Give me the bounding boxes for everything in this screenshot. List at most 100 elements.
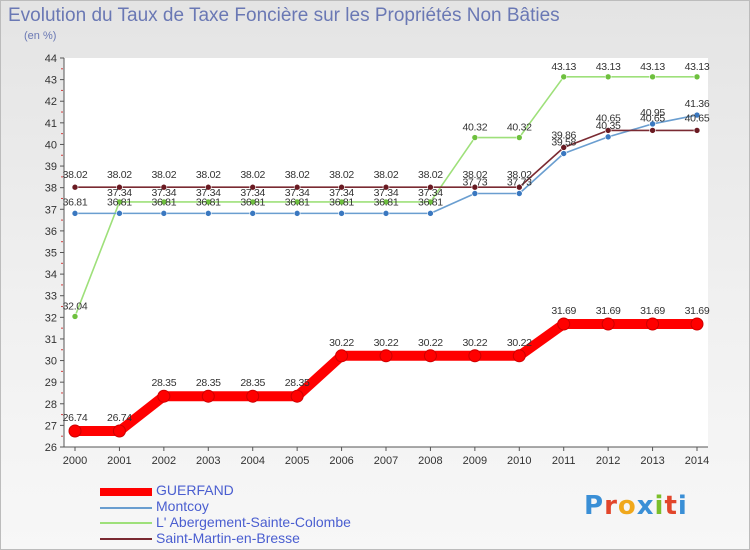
- x-tick-label: 2012: [596, 455, 620, 467]
- series-point-1: [649, 120, 656, 128]
- data-label-2: 40.32: [462, 122, 487, 134]
- data-label-2: 37.34: [329, 187, 354, 199]
- series-point-2: [560, 73, 568, 81]
- series-point-3: [116, 183, 123, 191]
- x-tick-label: 2010: [507, 455, 531, 467]
- data-label-1: 36.81: [418, 196, 443, 208]
- data-label-0: 31.69: [596, 305, 621, 317]
- data-label-3: 40.65: [685, 112, 710, 124]
- y-tick-label: 43: [45, 75, 57, 87]
- data-label-1: 39.58: [551, 137, 576, 149]
- y-tick-label: 33: [45, 291, 57, 303]
- data-label-2: 37.34: [240, 187, 265, 199]
- data-label-1: 36.81: [285, 196, 310, 208]
- series-point-2: [71, 313, 79, 320]
- data-label-1: 36.81: [107, 196, 132, 208]
- series-point-3: [560, 144, 568, 151]
- data-label-1: 37.73: [462, 177, 487, 189]
- logo-letter: x: [636, 491, 655, 521]
- data-label-1: 40.95: [640, 107, 665, 119]
- x-tick-label: 2009: [463, 455, 487, 467]
- series-point-2: [427, 198, 434, 206]
- series-point-2: [116, 198, 123, 206]
- data-label-3: 40.65: [596, 112, 621, 124]
- y-tick-label: 32: [45, 312, 57, 324]
- chart-title: Evolution du Taux de Taxe Foncière sur l…: [8, 5, 560, 26]
- series-point-1: [71, 210, 79, 217]
- y-tick-label: 42: [45, 96, 57, 108]
- data-label-1: 36.81: [63, 196, 88, 208]
- series-point-2: [649, 73, 656, 81]
- data-label-0: 30.22: [507, 337, 532, 349]
- data-label-2: 43.13: [551, 61, 576, 73]
- series-point-1: [249, 210, 257, 217]
- legend-swatch-abergement: [100, 522, 152, 524]
- data-label-3: 38.02: [374, 169, 399, 181]
- series-point-3: [382, 183, 390, 191]
- series-point-3: [160, 183, 168, 191]
- series-point-2: [293, 198, 301, 206]
- data-label-3: 38.02: [63, 169, 88, 181]
- data-label-0: 31.69: [685, 305, 710, 317]
- x-tick-label: 2008: [418, 455, 442, 467]
- data-label-0: 26.74: [63, 412, 88, 424]
- series-point-1: [604, 133, 612, 141]
- series-point-2: [160, 198, 168, 206]
- series-point-0: [290, 389, 304, 403]
- series-point-2: [338, 198, 345, 206]
- data-label-3: 38.02: [418, 169, 443, 181]
- series-point-1: [427, 210, 434, 217]
- data-label-0: 30.22: [329, 337, 354, 349]
- data-label-3: 38.02: [240, 169, 265, 181]
- series-point-3: [427, 183, 434, 191]
- series-point-2: [693, 73, 701, 81]
- chart-unit-label: (en %): [24, 30, 57, 42]
- data-label-0: 28.35: [151, 377, 176, 389]
- series-point-1: [160, 210, 168, 217]
- legend-swatch-saint-martin: [100, 538, 152, 540]
- series-point-3: [649, 127, 656, 134]
- data-label-1: 41.36: [685, 98, 710, 110]
- series-point-2: [382, 198, 390, 206]
- y-tick-label: 38: [45, 183, 57, 195]
- series-point-1: [560, 150, 568, 157]
- series-point-2: [515, 134, 523, 141]
- series-point-1: [693, 111, 701, 119]
- series-point-0: [423, 349, 437, 363]
- series-point-0: [335, 349, 349, 363]
- series-point-0: [468, 349, 482, 363]
- data-label-0: 30.22: [462, 337, 487, 349]
- x-tick-label: 2014: [685, 455, 709, 467]
- series-point-1: [293, 210, 301, 217]
- x-tick-label: 2006: [329, 455, 353, 467]
- data-label-0: 31.69: [551, 305, 576, 317]
- data-label-2: 43.13: [640, 61, 665, 73]
- series-point-0: [601, 317, 615, 331]
- x-tick-label: 2002: [152, 455, 176, 467]
- data-label-2: 37.34: [285, 187, 310, 199]
- y-tick-label: 39: [45, 161, 57, 173]
- data-label-3: 38.02: [285, 169, 310, 181]
- y-tick-label: 26: [45, 442, 57, 454]
- line-chart: 26 27 28 29 30 31 32 33 34 35 36 37 38 39 40 41 42 43 44 20…: [45, 53, 710, 467]
- y-tick-label: 35: [45, 248, 57, 260]
- logo-letter: r: [604, 491, 618, 521]
- y-tick-label: 28: [45, 399, 57, 411]
- data-label-1: 36.81: [151, 196, 176, 208]
- data-label-0: 30.22: [374, 337, 399, 349]
- series-point-0: [201, 389, 215, 403]
- series-point-3: [693, 127, 701, 134]
- series-point-3: [71, 183, 79, 191]
- data-label-1: 37.73: [507, 177, 532, 189]
- series-point-2: [249, 198, 257, 206]
- data-label-3: 38.02: [151, 169, 176, 181]
- series-point-3: [204, 183, 212, 191]
- x-tick-label: 2005: [285, 455, 309, 467]
- series-point-1: [471, 190, 479, 197]
- series-point-3: [293, 183, 301, 191]
- series-point-0: [690, 317, 704, 331]
- legend-label-montcoy: Montcoy: [156, 498, 209, 514]
- y-tick-label: 31: [45, 334, 57, 346]
- series-point-3: [515, 183, 523, 191]
- legend-label-saint-martin: Saint-Martin-en-Bresse: [156, 530, 300, 546]
